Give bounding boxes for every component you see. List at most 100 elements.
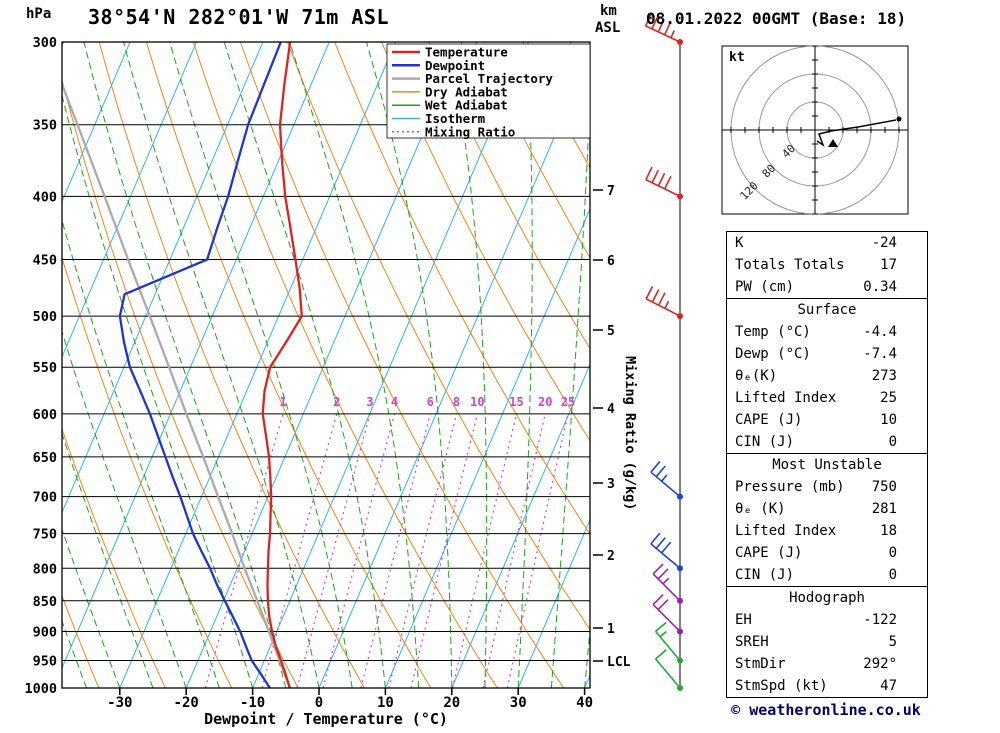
wind-barb <box>645 285 683 320</box>
stat-row: CIN (J) 0 <box>727 564 927 586</box>
mixing-ratio-label: 15 <box>509 395 523 409</box>
temp-tick-label: 0 <box>315 695 323 711</box>
pressure-tick-label: 300 <box>33 35 57 51</box>
wind-barb-dot <box>677 685 683 691</box>
km-tick-label: 7 <box>607 184 615 199</box>
temp-tick-label: 30 <box>510 695 527 711</box>
temp-tick-label: 10 <box>377 695 394 711</box>
wind-barb-dot <box>677 493 683 500</box>
datetime-label: 08.01.2022 00GMT (Base: 18) <box>646 9 907 28</box>
isotherm-line <box>62 42 330 670</box>
wind-barb-staff <box>654 630 681 661</box>
isotherm-line <box>252 42 529 688</box>
parcel-trajectory-curve <box>62 81 291 688</box>
stat-value: 0 <box>888 545 897 561</box>
pressure-tick-label: 800 <box>33 561 57 577</box>
wind-barb-feather <box>650 532 661 545</box>
legend-label: Dewpoint <box>425 58 485 73</box>
wind-barb-feather <box>661 541 672 554</box>
stat-label: Totals Totals <box>735 257 845 273</box>
km-tick-label: LCL <box>607 655 631 670</box>
plot-background <box>62 42 590 688</box>
wind-barb-feather <box>655 649 667 660</box>
km-tick-label: 5 <box>607 324 615 339</box>
stat-value: 273 <box>871 368 897 384</box>
dry-adiabat-line <box>98 42 365 688</box>
stat-label: CIN (J) <box>735 567 795 583</box>
km-tick-label: 2 <box>607 549 615 564</box>
wind-barb-feather <box>651 169 659 184</box>
wind-barb <box>652 563 683 604</box>
stat-row: K -24 <box>727 232 927 254</box>
stats-section-box: Most Unstable Pressure (mb) 750 θₑ (K) 281 Li… <box>726 453 928 587</box>
stat-row: θₑ(K) 273 <box>727 365 927 387</box>
wind-barb-feather <box>652 594 664 606</box>
stat-value: -7.4 <box>863 346 897 362</box>
stat-row: CAPE (J) 10 <box>727 409 927 431</box>
stat-section-title: Most Unstable <box>772 457 882 473</box>
wind-barb-dot <box>677 657 683 664</box>
wind-barb-feather <box>664 175 672 190</box>
wind-barb-feather <box>655 537 666 549</box>
stat-label: StmDir <box>735 656 786 672</box>
km-tick-label: 3 <box>607 477 615 492</box>
wind-barb-staff <box>652 604 681 633</box>
km-tick-label: 1 <box>607 622 615 637</box>
mixing-ratio-label: 1 <box>279 395 286 409</box>
wind-barb-feather <box>657 568 669 580</box>
temp-tick-label: -30 <box>107 695 132 711</box>
wind-barb-dot <box>677 597 683 604</box>
km-tick-label: 4 <box>607 402 615 417</box>
mixing-ratio-label: 20 <box>538 395 552 409</box>
dry-adiabat-line <box>334 42 590 536</box>
isotherm-line <box>384 207 590 688</box>
wet-adiabat-line <box>223 42 386 688</box>
mixing-ratio-label: 8 <box>453 395 460 409</box>
wind-barb-half-feather <box>670 30 676 39</box>
wind-barb <box>650 460 683 500</box>
page-title: 38°54'N 282°01'W 71m ASL <box>88 5 389 29</box>
mixing-ratio-label: 6 <box>427 395 434 409</box>
stat-label: Lifted Index <box>735 523 837 539</box>
wind-barb-feather <box>655 621 667 632</box>
mixing-ratio-line <box>204 413 284 688</box>
stat-label: CAPE (J) <box>735 545 803 561</box>
stat-row: Temp (°C) -4.4 <box>727 321 927 343</box>
pressure-tick-label: 500 <box>33 309 57 325</box>
hodograph-trace-dot <box>896 116 902 122</box>
stat-value: 25 <box>880 390 897 406</box>
wind-barb-dot <box>677 193 683 200</box>
pressure-tick-label: 400 <box>33 189 57 205</box>
wind-barb <box>652 594 683 635</box>
legend-label: Temperature <box>425 45 508 60</box>
stats-section-box: Surface Temp (°C) -4.4 Dewp (°C) -7.4 θₑ(K) 27… <box>726 298 928 454</box>
hodograph-trace <box>816 119 897 147</box>
temperature-curve <box>261 42 303 688</box>
km-axis-unit: km <box>600 3 617 19</box>
stat-value: 47 <box>880 678 897 694</box>
wind-barb-half-feather <box>659 630 667 638</box>
dry-adiabat-line <box>62 594 100 688</box>
wind-barb-feather <box>645 285 654 300</box>
stat-label: CAPE (J) <box>735 412 803 428</box>
temp-tick-label: 40 <box>576 695 593 711</box>
stat-row: EH -122 <box>727 609 927 631</box>
stat-value: 17 <box>880 257 897 273</box>
wind-barb-feather <box>663 21 672 36</box>
dry-adiabat-line <box>381 42 590 442</box>
pressure-tick-label: 850 <box>33 594 57 610</box>
temp-tick-label: -10 <box>240 695 265 711</box>
wind-barb-half-feather <box>662 577 670 585</box>
wet-adiabat-line <box>62 330 187 688</box>
dewpoint-curve <box>118 42 282 688</box>
wind-barb <box>644 12 683 45</box>
wet-adiabat-line <box>123 42 320 688</box>
stat-section-title: Surface <box>797 302 857 318</box>
mixing-ratio-label: 4 <box>391 395 398 409</box>
isotherm-line <box>119 42 397 688</box>
wind-barb-dot <box>677 565 683 572</box>
stat-value: 750 <box>871 479 897 495</box>
stat-label: K <box>735 235 744 251</box>
stat-section-title: Hodograph <box>789 590 865 606</box>
